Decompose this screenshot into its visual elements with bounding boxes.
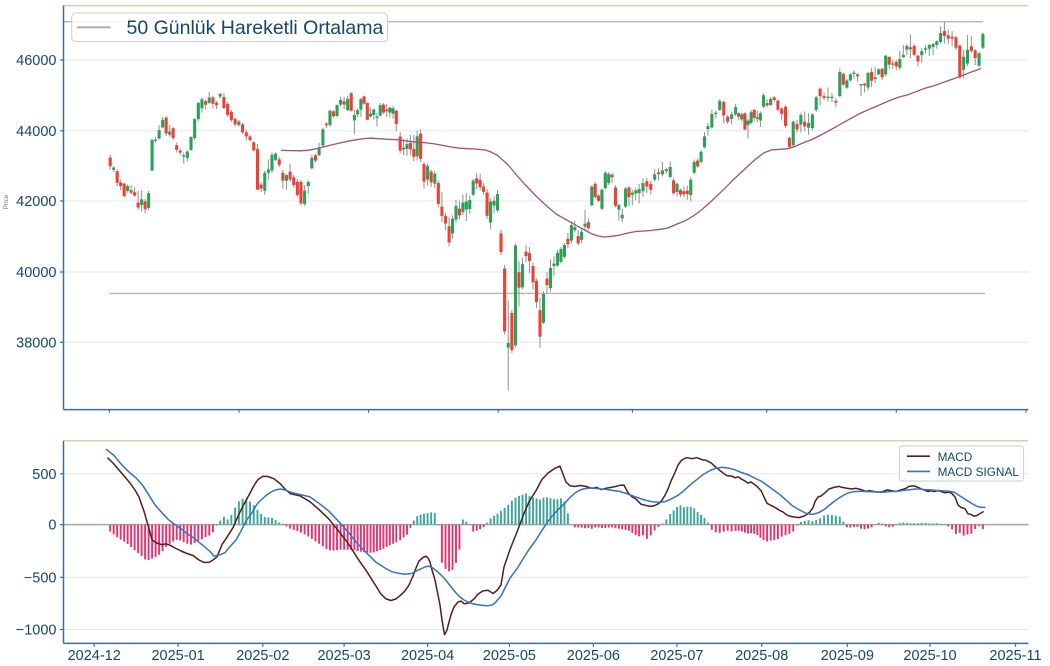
svg-text:2025-02: 2025-02 (236, 648, 289, 664)
svg-text:−500: −500 (24, 570, 57, 586)
svg-text:42000: 42000 (16, 194, 56, 210)
svg-text:500: 500 (32, 467, 56, 483)
svg-text:2025-06: 2025-06 (567, 648, 620, 664)
svg-text:2025-05: 2025-05 (483, 648, 536, 664)
svg-text:44000: 44000 (16, 124, 56, 140)
svg-text:2025-10: 2025-10 (903, 648, 956, 664)
svg-text:50 Günlük Hareketli Ortalama: 50 Günlük Hareketli Ortalama (127, 17, 384, 39)
svg-text:2025-04: 2025-04 (401, 648, 454, 664)
svg-text:MACD: MACD (938, 450, 973, 464)
svg-text:46000: 46000 (16, 53, 56, 69)
svg-text:Price: Price (3, 194, 10, 209)
svg-text:2025-03: 2025-03 (317, 648, 370, 664)
svg-text:2024-12: 2024-12 (68, 648, 121, 664)
svg-text:2025-01: 2025-01 (151, 648, 204, 664)
svg-text:2025-07: 2025-07 (650, 648, 703, 664)
svg-text:MACD SIGNAL: MACD SIGNAL (938, 465, 1020, 479)
svg-text:38000: 38000 (16, 335, 56, 351)
svg-text:−1000: −1000 (16, 623, 57, 639)
svg-text:2025-08: 2025-08 (735, 648, 788, 664)
svg-text:2025-11: 2025-11 (989, 648, 1041, 664)
svg-text:40000: 40000 (16, 265, 56, 281)
svg-text:2025-09: 2025-09 (821, 648, 874, 664)
svg-text:0: 0 (48, 518, 56, 534)
